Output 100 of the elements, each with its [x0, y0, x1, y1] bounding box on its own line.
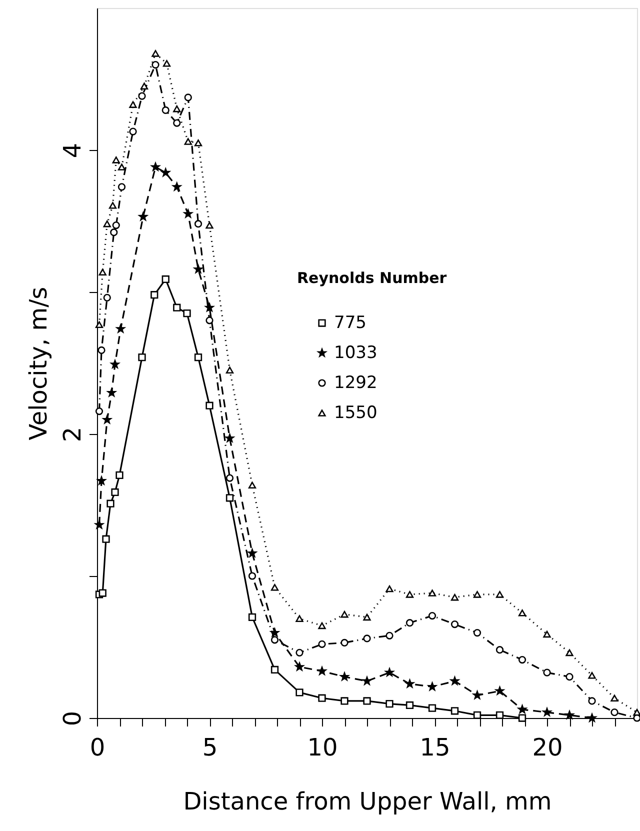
point — [226, 494, 234, 502]
point — [248, 548, 257, 558]
point — [296, 688, 304, 696]
point — [588, 697, 596, 705]
point — [270, 666, 279, 674]
x-axis-title: Distance from Upper Wall, mm — [183, 788, 552, 816]
point — [225, 434, 234, 442]
point — [129, 128, 137, 136]
point — [108, 202, 117, 209]
point — [138, 354, 146, 362]
point — [473, 591, 482, 598]
point — [340, 610, 348, 618]
point — [340, 672, 349, 681]
point — [428, 704, 436, 712]
point — [98, 346, 106, 354]
point — [194, 264, 203, 274]
point — [566, 673, 574, 681]
point — [566, 649, 574, 656]
point — [363, 697, 371, 705]
point — [206, 316, 214, 324]
point — [138, 92, 146, 100]
point — [194, 140, 202, 146]
point — [248, 572, 256, 580]
point — [118, 164, 126, 170]
point — [112, 156, 120, 164]
point — [194, 354, 202, 362]
point — [363, 614, 371, 621]
point — [405, 679, 414, 688]
point — [296, 615, 304, 622]
legend-label: 1550 — [334, 403, 378, 423]
point — [162, 275, 170, 284]
point — [472, 690, 482, 700]
point — [248, 613, 256, 621]
point — [98, 589, 106, 597]
point — [340, 638, 348, 647]
point — [496, 646, 504, 654]
point — [318, 666, 326, 675]
point — [318, 640, 326, 648]
y-tick-label: 0 — [58, 710, 86, 726]
point — [518, 714, 526, 722]
point — [428, 590, 436, 596]
point — [111, 488, 119, 496]
point — [226, 366, 234, 374]
point — [106, 500, 114, 508]
point — [173, 119, 181, 127]
point — [173, 105, 181, 112]
x-tick-label: 10 — [307, 734, 338, 762]
point — [406, 619, 414, 627]
point — [112, 221, 120, 230]
point — [103, 220, 111, 228]
y-tick-label: 4 — [58, 142, 86, 158]
point — [248, 482, 256, 489]
point — [473, 628, 482, 637]
point — [518, 610, 526, 616]
point — [206, 222, 214, 229]
point — [518, 704, 527, 714]
point — [110, 228, 118, 236]
point — [340, 697, 348, 705]
point — [428, 612, 436, 620]
x-tick-label: 0 — [90, 734, 106, 762]
point — [97, 476, 106, 485]
point — [205, 303, 214, 312]
y-axis-title: Velocity, m/s — [24, 286, 52, 440]
x-tick-label: 20 — [532, 734, 563, 762]
point — [542, 708, 552, 716]
point — [406, 591, 414, 598]
point — [173, 304, 181, 312]
point — [496, 591, 504, 598]
point — [184, 138, 192, 145]
point — [162, 60, 171, 67]
point — [518, 656, 526, 664]
point — [94, 520, 104, 529]
point — [152, 60, 160, 69]
point — [206, 402, 214, 410]
point — [110, 360, 120, 368]
x-tick-label: 5 — [202, 734, 218, 762]
point — [610, 694, 618, 702]
point — [152, 50, 160, 57]
point — [543, 630, 551, 638]
point — [270, 584, 279, 591]
point — [296, 648, 304, 656]
point — [295, 662, 304, 671]
point — [102, 535, 110, 543]
point — [103, 294, 111, 302]
x-tick-label: 15 — [420, 734, 450, 762]
point — [183, 309, 191, 318]
point — [184, 94, 192, 102]
point — [318, 622, 326, 630]
point — [450, 620, 459, 628]
point — [496, 711, 504, 719]
point — [150, 291, 158, 299]
point — [588, 713, 596, 722]
point — [162, 106, 170, 114]
point — [386, 585, 394, 592]
point — [194, 220, 202, 228]
legend-label: 775 — [334, 313, 366, 333]
point — [118, 183, 126, 191]
point — [140, 82, 148, 90]
point — [610, 708, 618, 716]
point — [406, 701, 414, 710]
